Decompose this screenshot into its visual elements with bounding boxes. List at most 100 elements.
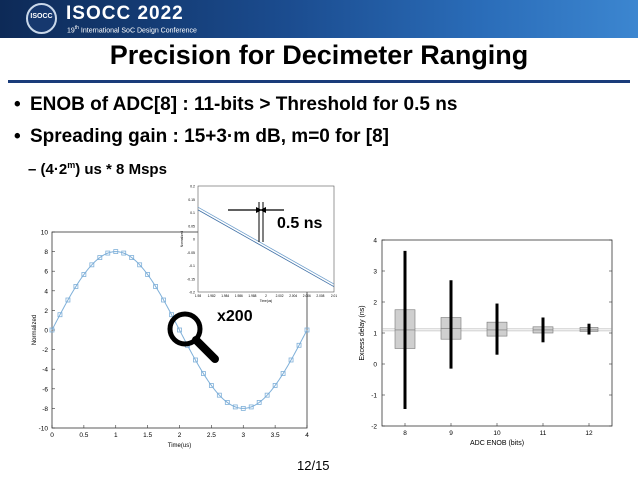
sub-bullet-marker: – (28, 161, 37, 178)
inset-x-tick-label: 1.982 (208, 294, 216, 298)
box-y-tick-label: 2 (373, 300, 377, 307)
sample-point (177, 327, 182, 333)
inset-x-tick-label: 1.98 (195, 294, 201, 298)
sample-point (81, 272, 87, 277)
sub-bullet-sup: m (67, 160, 76, 170)
box-y-tick-label: -1 (371, 393, 377, 400)
sample-point (208, 383, 214, 388)
box-y-tick-label: 4 (373, 238, 377, 245)
page-number: 12/15 (297, 458, 330, 473)
box-x-tick-label: 9 (449, 430, 453, 437)
inset-x-tick-label: 2.008 (316, 294, 324, 298)
inset-x-tick-label: 2.006 (303, 294, 311, 298)
sub-bullet-samples: – (4·2m) us * 8 Msps (28, 160, 167, 178)
inset-x-tick-label: 2.01 (331, 294, 337, 298)
sample-point (105, 250, 111, 256)
y-tick-label: 6 (44, 269, 48, 276)
sample-point (89, 262, 95, 268)
x-tick-label: 4 (305, 432, 309, 439)
box-y-tick-label: 1 (373, 331, 377, 338)
y-tick-label: -2 (42, 347, 48, 354)
sample-point (288, 357, 294, 363)
conference-title: ISOCC 2022 (66, 3, 184, 24)
inset-y-tick-label: 0 (193, 238, 195, 242)
conference-subtitle: 19th International SoC Design Conference (67, 25, 197, 34)
inset-y-tick-label: 0.1 (190, 211, 195, 215)
inset-x-tick-label: 1.984 (221, 294, 229, 298)
box-x-tick-label: 8 (403, 430, 407, 437)
inset-y-tick-label: -0.1 (189, 264, 195, 268)
box-y-tick-label: 0 (373, 362, 377, 369)
zoom-inset-chart: -0.2 -0.15 -0.1 -0.05 0 0.05 0.1 0.15 0.2 1.98 1.9… (180, 185, 337, 304)
box-x-axis-label: ADC ENOB (bits) (470, 440, 524, 447)
sub-bullet-post: ) us * 8 Msps (75, 161, 167, 178)
box-x-tick-label: 10 (493, 430, 501, 437)
y-tick-label: -8 (42, 406, 48, 413)
box-y-tick-label: 3 (373, 269, 377, 276)
y-tick-label: 2 (44, 308, 48, 315)
inset-x-tick-label: 2.002 (276, 294, 284, 298)
isocc-logo-icon (26, 3, 57, 34)
sample-point (145, 272, 151, 277)
x-tick-label: 3 (241, 432, 245, 439)
y-tick-label: 0 (44, 328, 48, 335)
inset-y-tick-label: -0.2 (189, 291, 195, 295)
inset-y-tick-label: -0.15 (187, 277, 195, 281)
box-y-axis-label: Excess delay (ns) (359, 305, 366, 360)
bullet-marker: • (14, 94, 21, 115)
inset-x-tick-label: 1.988 (248, 294, 256, 298)
sample-point (304, 327, 310, 333)
sub-bullet-pre: (4·2 (40, 161, 68, 178)
sample-point (280, 371, 286, 376)
inset-y-tick-label: 0.15 (188, 198, 195, 202)
x-tick-label: 1.5 (143, 432, 152, 439)
sample-point (240, 405, 246, 411)
sample-point (201, 371, 206, 376)
sample-point (121, 250, 127, 256)
inset-y-tick-label: 0.05 (188, 224, 195, 228)
sample-point (129, 255, 135, 260)
sample-point (216, 392, 222, 398)
box-y-tick-label: -2 (371, 424, 377, 431)
sample-point (137, 262, 143, 268)
sample-point (57, 312, 63, 318)
sample-point (193, 357, 198, 363)
delay-marker (228, 202, 284, 242)
y-tick-label: 10 (41, 230, 49, 237)
sample-point (232, 404, 238, 410)
subtitle-ordinal-suffix: th (74, 25, 79, 31)
x-tick-label: 1 (114, 432, 118, 439)
y-tick-label: 8 (44, 249, 48, 256)
sample-point (264, 392, 270, 398)
x-tick-label: 3.5 (271, 432, 280, 439)
inset-y-tick-label: -0.05 (187, 251, 195, 255)
inset-x-tick-label: 2.004 (289, 294, 297, 298)
y-tick-label: 4 (44, 288, 48, 295)
box-x-tick-label: 12 (585, 430, 593, 437)
inset-x-axis-label: Time(us) (260, 299, 272, 303)
y-tick-label: -6 (42, 386, 48, 393)
sine-curve (51, 251, 308, 409)
sample-point (49, 327, 55, 333)
sample-point (296, 342, 302, 348)
bullet-text: Spreading gain : 15+3·m dB, m=0 for [8] (30, 126, 389, 147)
subtitle-text: International SoC Design Conference (78, 27, 197, 35)
title-divider (8, 80, 630, 83)
bullet-text: ENOB of ADC[8] : 11-bits > Threshold for… (30, 94, 458, 115)
bullet-spreading-gain: • Spreading gain : 15+3·m dB, m=0 for [8] (14, 126, 389, 148)
sample-point (153, 284, 158, 289)
x-tick-label: 0 (50, 432, 54, 439)
bullet-enob: • ENOB of ADC[8] : 11-bits > Threshold fo… (14, 94, 457, 116)
y-axis-label: Normalized (32, 315, 38, 345)
inset-series-line (197, 209, 335, 288)
sample-point (256, 400, 262, 405)
magnifier-icon (167, 311, 219, 363)
delay-annotation: 0.5 ns (277, 215, 323, 232)
zoom-annotation: x200 (217, 308, 253, 325)
x-tick-label: 2 (178, 432, 182, 439)
conference-banner: ISOCC ISOCC 2022 19th International SoC … (0, 0, 638, 38)
x-tick-label: 2.5 (207, 432, 216, 439)
bullet-marker: • (14, 126, 21, 147)
inset-x-tick-label: 1.986 (235, 294, 243, 298)
